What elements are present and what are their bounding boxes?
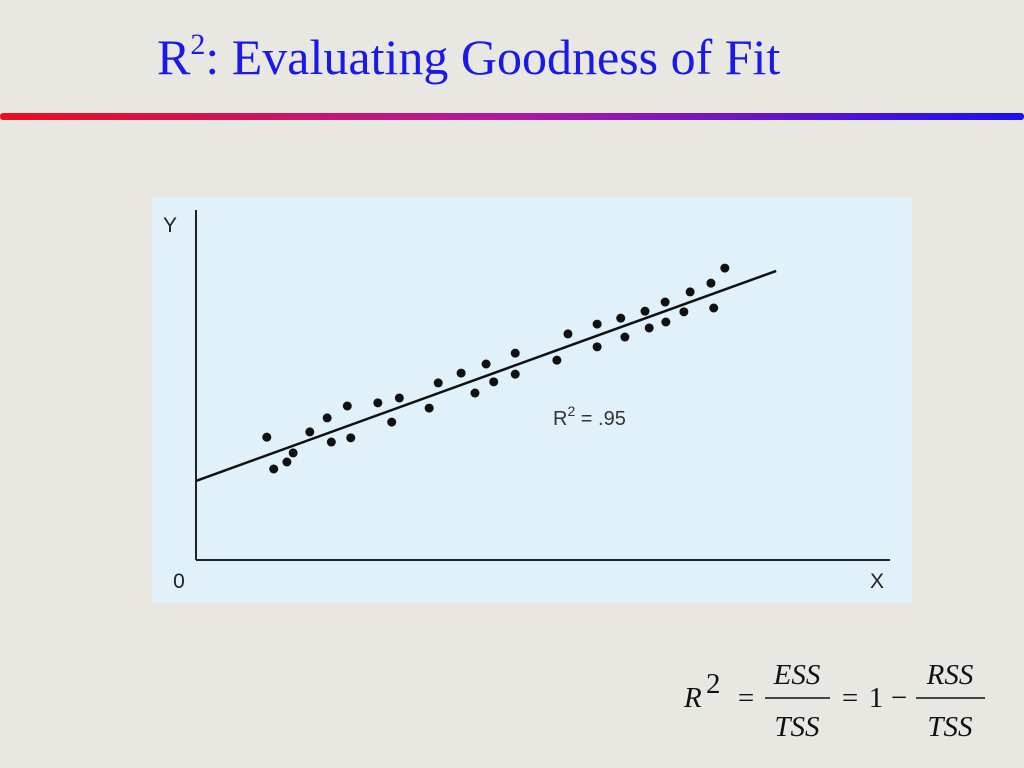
title-rest: : Evaluating Goodness of Fit — [205, 29, 780, 85]
origin-label: 0 — [173, 570, 185, 593]
data-point — [563, 329, 573, 339]
annotation-sup: 2 — [567, 403, 575, 419]
annotation-rest: = .95 — [575, 408, 626, 430]
data-point — [661, 317, 671, 327]
formula-den: TSS — [774, 711, 820, 743]
slide-title: R2: Evaluating Goodness of Fit — [157, 28, 780, 85]
data-point — [269, 464, 279, 474]
data-point — [660, 297, 670, 307]
data-point — [456, 368, 466, 378]
data-point — [679, 307, 689, 317]
formula-den: TSS — [927, 711, 973, 743]
formula-num: RSS — [926, 659, 974, 691]
data-point — [387, 417, 397, 427]
data-point — [706, 278, 716, 288]
data-point — [709, 303, 719, 313]
formula: R 2 = ESS TSS = 1 − RSS TSS — [683, 659, 985, 743]
data-point — [346, 433, 356, 443]
title-sup: 2 — [190, 28, 205, 61]
data-point — [489, 377, 499, 387]
data-point — [288, 448, 298, 458]
data-point — [433, 378, 443, 388]
data-point — [373, 398, 383, 408]
title-rule — [0, 113, 1024, 120]
formula-one: 1 — [869, 682, 884, 714]
fit-line — [195, 269, 777, 483]
formula-num: ESS — [773, 659, 821, 691]
y-axis-label: Y — [163, 214, 177, 237]
data-point — [685, 287, 695, 297]
data-point — [616, 313, 626, 323]
data-point — [552, 355, 562, 365]
data-point — [326, 437, 336, 447]
data-point — [262, 432, 272, 442]
data-point — [305, 427, 315, 437]
x-axis-label: X — [870, 570, 884, 593]
plot-panel — [152, 197, 912, 603]
data-point — [620, 332, 630, 342]
annotation-base: R — [553, 408, 567, 430]
data-point — [470, 388, 480, 398]
data-point — [510, 348, 520, 358]
formula-eq: = — [738, 682, 754, 714]
data-point — [592, 319, 602, 329]
formula-r: R — [683, 682, 702, 714]
formula-sup: 2 — [706, 668, 721, 700]
formula-eq: = — [842, 682, 858, 714]
data-point — [592, 342, 602, 352]
annotation: R2 = .95 — [553, 403, 626, 430]
data-point — [481, 359, 491, 369]
data-point — [510, 369, 520, 379]
data-point — [282, 457, 292, 467]
data-point — [342, 401, 352, 411]
data-point — [640, 306, 650, 316]
data-point — [322, 413, 332, 423]
data-point — [394, 393, 404, 403]
data-point — [424, 403, 434, 413]
data-point — [720, 263, 730, 273]
formula-minus: − — [891, 682, 907, 714]
data-point — [644, 323, 654, 333]
title-base: R — [157, 29, 191, 85]
